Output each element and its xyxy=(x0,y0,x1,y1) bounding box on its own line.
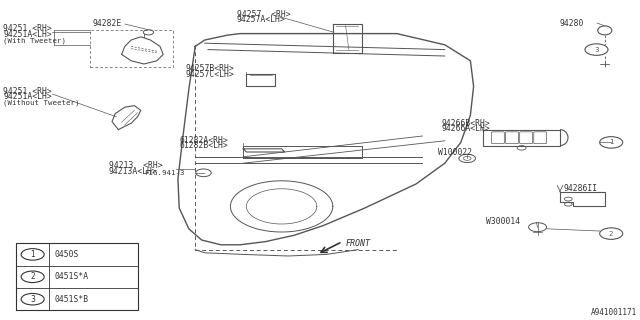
Text: 3: 3 xyxy=(594,47,599,52)
Text: 94257C<LH>: 94257C<LH> xyxy=(186,70,234,79)
Text: 1: 1 xyxy=(609,140,614,145)
Text: 0451S*B: 0451S*B xyxy=(54,295,88,304)
Text: (With Tweeter): (With Tweeter) xyxy=(3,38,66,44)
Text: 94257B<RH>: 94257B<RH> xyxy=(186,64,234,73)
Text: 0451S*A: 0451S*A xyxy=(54,272,88,281)
Text: W300014: W300014 xyxy=(486,217,520,226)
Text: 94257A<LH>: 94257A<LH> xyxy=(237,15,285,24)
Text: 94213  <RH>: 94213 <RH> xyxy=(109,161,163,170)
Text: 94266B<RH>: 94266B<RH> xyxy=(442,119,490,128)
Text: 94251A<LH>: 94251A<LH> xyxy=(3,30,52,39)
Text: 61282B<LH>: 61282B<LH> xyxy=(179,141,228,150)
Text: 94266A<LH>: 94266A<LH> xyxy=(442,124,490,133)
Text: 94213A<LH>: 94213A<LH> xyxy=(109,167,157,176)
Text: A941001171: A941001171 xyxy=(591,308,637,317)
Text: 3: 3 xyxy=(30,295,35,304)
Text: 1: 1 xyxy=(30,250,35,259)
Text: (Without Tweeter): (Without Tweeter) xyxy=(3,100,80,106)
Text: 0450S: 0450S xyxy=(54,250,79,259)
Text: 61282A<RH>: 61282A<RH> xyxy=(179,136,228,145)
Text: W100022: W100022 xyxy=(438,148,472,157)
Text: 94251 <RH>: 94251 <RH> xyxy=(3,87,52,96)
Text: 94280: 94280 xyxy=(560,19,584,28)
Text: 2: 2 xyxy=(609,231,613,236)
Text: 94282E: 94282E xyxy=(93,20,122,28)
Text: 94251 <RH>: 94251 <RH> xyxy=(3,24,52,33)
Text: FIG.941-3: FIG.941-3 xyxy=(144,171,184,176)
Text: FRONT: FRONT xyxy=(346,239,371,248)
Text: 94257  <RH>: 94257 <RH> xyxy=(237,10,291,19)
Text: 2: 2 xyxy=(30,272,35,281)
Text: 94286II: 94286II xyxy=(563,184,597,193)
Text: 94251A<LH>: 94251A<LH> xyxy=(3,92,52,101)
